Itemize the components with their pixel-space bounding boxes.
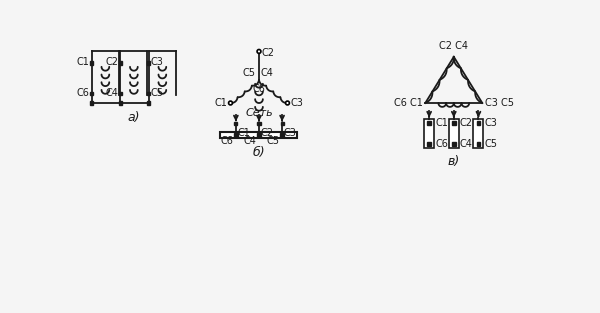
Polygon shape: [280, 133, 284, 137]
Text: C2: C2: [105, 57, 118, 67]
Circle shape: [286, 101, 289, 105]
Text: C4: C4: [244, 136, 257, 146]
Text: C6: C6: [436, 139, 448, 149]
Polygon shape: [91, 61, 94, 64]
Text: Сеть: Сеть: [245, 108, 273, 118]
Text: C5: C5: [485, 139, 497, 149]
Text: C2: C2: [262, 48, 274, 58]
Polygon shape: [220, 132, 298, 138]
Polygon shape: [234, 133, 238, 137]
Polygon shape: [91, 92, 94, 95]
Text: C2: C2: [460, 118, 473, 128]
Polygon shape: [119, 61, 122, 64]
Text: C3: C3: [151, 57, 163, 67]
Polygon shape: [257, 122, 260, 125]
Polygon shape: [91, 101, 94, 105]
Text: C1: C1: [436, 118, 448, 128]
Text: C6: C6: [253, 84, 265, 94]
Polygon shape: [476, 121, 481, 125]
Text: C1: C1: [238, 128, 250, 138]
Polygon shape: [424, 119, 434, 148]
Polygon shape: [427, 121, 431, 125]
Circle shape: [229, 101, 232, 105]
Text: C2 C4: C2 C4: [439, 41, 469, 51]
Text: C3 C5: C3 C5: [485, 98, 514, 108]
Polygon shape: [119, 92, 122, 95]
Polygon shape: [257, 133, 261, 137]
Polygon shape: [281, 122, 284, 125]
Circle shape: [257, 49, 261, 53]
Polygon shape: [148, 101, 151, 105]
Text: C3: C3: [485, 118, 497, 128]
Text: C5: C5: [243, 68, 256, 78]
Text: C3: C3: [284, 128, 296, 138]
Text: C2: C2: [260, 128, 274, 138]
Text: C3: C3: [290, 98, 304, 108]
Text: C5: C5: [267, 136, 280, 146]
Polygon shape: [119, 101, 122, 105]
Text: C1: C1: [215, 98, 227, 108]
Polygon shape: [427, 142, 431, 146]
Text: C4: C4: [460, 139, 473, 149]
Text: C6 C1: C6 C1: [394, 98, 423, 108]
Polygon shape: [148, 92, 151, 95]
Polygon shape: [452, 121, 456, 125]
Text: C1: C1: [77, 57, 89, 67]
Text: C4: C4: [105, 88, 118, 98]
Text: а): а): [127, 111, 140, 124]
Text: C6: C6: [77, 88, 89, 98]
Polygon shape: [452, 142, 456, 146]
Polygon shape: [235, 122, 238, 125]
Text: C5: C5: [151, 88, 163, 98]
Polygon shape: [473, 119, 484, 148]
Polygon shape: [148, 61, 151, 64]
Text: в): в): [448, 155, 460, 168]
Polygon shape: [449, 119, 459, 148]
Text: б): б): [253, 146, 265, 159]
Polygon shape: [476, 142, 481, 146]
Text: C6: C6: [221, 136, 233, 146]
Text: C4: C4: [260, 68, 274, 78]
